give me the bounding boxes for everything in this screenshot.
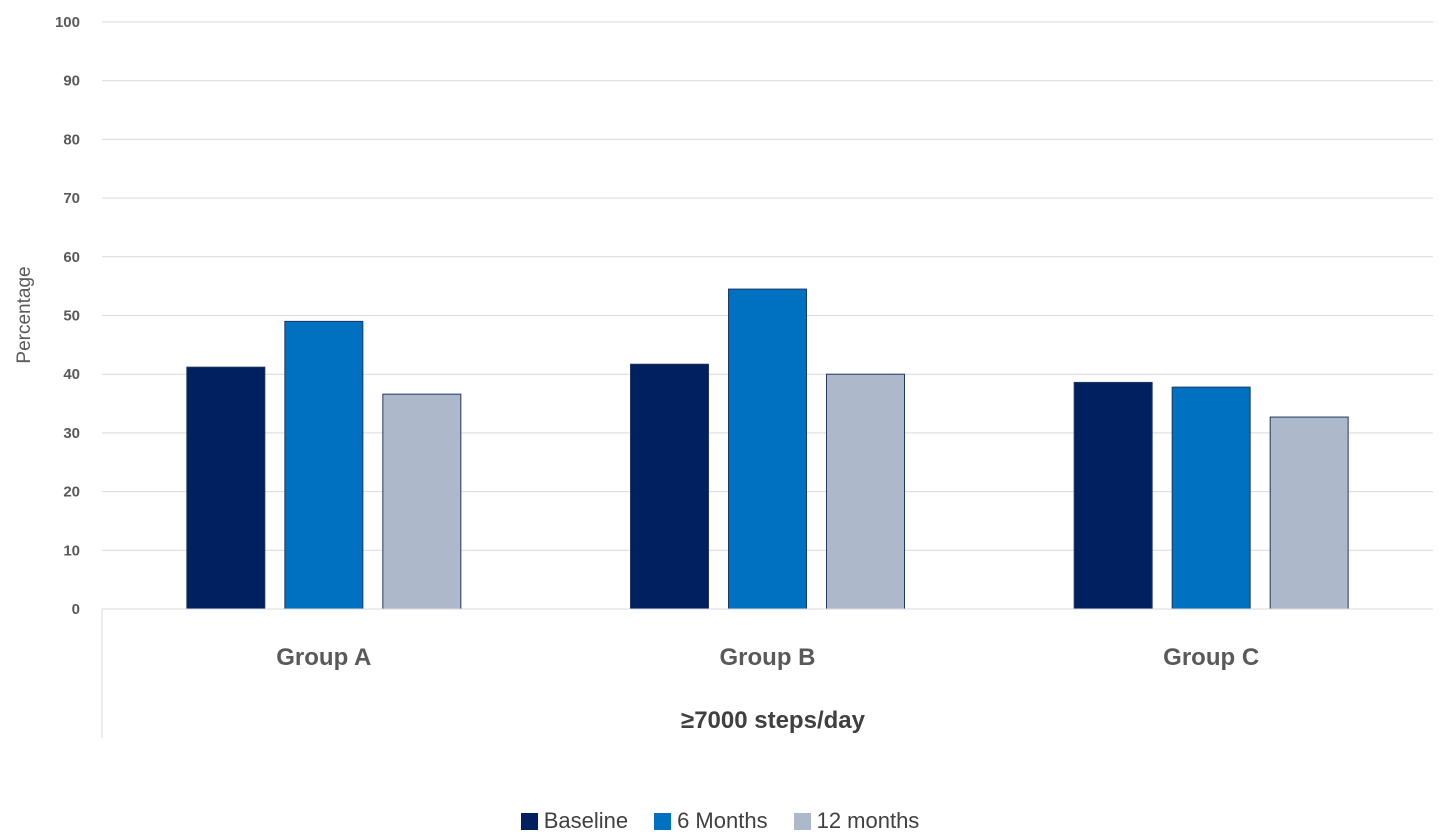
y-tick-label: 90: [63, 73, 80, 90]
bar-6-months-group-c: [1171, 386, 1251, 610]
y-tick-label: 10: [63, 542, 80, 559]
y-tick-label: 70: [63, 190, 80, 207]
legend-item: Baseline: [520, 808, 629, 834]
x-category-label: Group B: [720, 644, 816, 671]
bar-baseline-group-c: [1073, 381, 1153, 610]
y-tick-label: 80: [63, 131, 80, 148]
legend-swatch: [793, 812, 811, 830]
legend-item: 6 Months: [654, 808, 768, 834]
legend: Baseline 6 Months 12 months: [0, 806, 1440, 836]
x-category-label: Group A: [276, 644, 371, 671]
x-axis-category-labels: Group A Group B Group C: [276, 644, 1259, 671]
x-category-label: Group C: [1163, 644, 1259, 671]
legend-label: Baseline: [543, 808, 629, 833]
bars: [186, 288, 1349, 610]
legend-label: 6 Months: [677, 808, 768, 833]
bar-12-months-group-c: [1269, 416, 1349, 610]
y-axis-title: Percentage: [14, 266, 35, 363]
y-tick-label: 100: [55, 14, 80, 31]
bar-6-months-group-a: [284, 320, 364, 610]
y-axis-ticks: 0 10 20 30 40 50 60 70 80 90 100: [55, 14, 80, 618]
axes: [101, 608, 1433, 738]
bar-12-months-group-b: [826, 373, 905, 610]
bar-12-months-group-a: [382, 393, 462, 610]
legend-swatch: [520, 812, 538, 830]
y-tick-label: 50: [63, 308, 80, 325]
y-tick-label: 40: [63, 366, 80, 383]
group-label: ≥7000 steps/day: [681, 707, 866, 734]
legend-swatch: [654, 812, 672, 830]
legend-label: 12 months: [816, 808, 920, 833]
bar-baseline-group-a: [186, 366, 266, 610]
y-tick-label: 30: [63, 425, 80, 442]
y-tick-label: 60: [63, 249, 80, 266]
bar-6-months-group-b: [728, 288, 807, 610]
legend-item: 12 months: [793, 808, 920, 834]
bar-baseline-group-b: [630, 363, 709, 610]
y-tick-label: 20: [63, 484, 80, 501]
y-tick-label: 0: [72, 601, 80, 618]
